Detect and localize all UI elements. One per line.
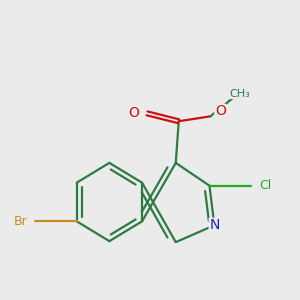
- Text: Br: Br: [13, 215, 27, 228]
- Text: CH₃: CH₃: [230, 88, 250, 98]
- Text: N: N: [209, 218, 220, 232]
- Text: Cl: Cl: [259, 179, 271, 192]
- Text: O: O: [129, 106, 140, 120]
- Text: O: O: [215, 104, 226, 118]
